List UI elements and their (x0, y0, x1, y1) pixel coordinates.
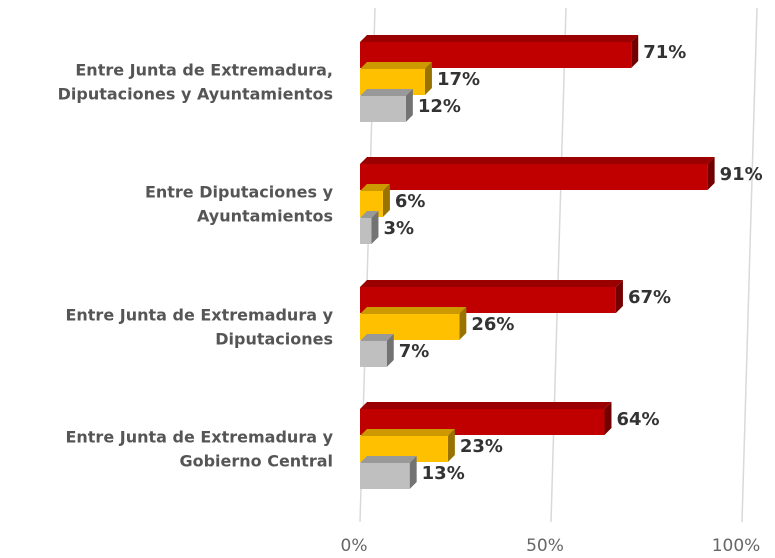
bar (360, 191, 383, 217)
bar-top (360, 157, 715, 164)
data-label: 71% (643, 42, 686, 63)
grid-line (550, 7, 567, 523)
category-label: Entre Junta de Extremadura, (75, 61, 333, 80)
data-label: 64% (616, 409, 659, 430)
category-label: Entre Junta de Extremadura y (65, 306, 333, 325)
bar-top (360, 307, 467, 314)
bar (360, 218, 372, 244)
bar-side (382, 184, 390, 217)
bar-top (360, 429, 455, 436)
bar-top (360, 211, 379, 218)
bar-top (360, 89, 413, 96)
bar (360, 463, 410, 489)
bar-side (424, 62, 432, 95)
bar-side (604, 402, 612, 435)
data-label: 12% (418, 96, 461, 117)
bar-side (447, 429, 455, 462)
bar-top (360, 402, 612, 409)
category-label: Entre Diputaciones y (145, 183, 334, 202)
bar-top (360, 62, 432, 69)
category-label: Diputaciones (215, 330, 333, 349)
x-tick-label: 0% (341, 536, 368, 556)
bar-side (371, 211, 379, 244)
bar-side (615, 280, 623, 313)
data-label: 23% (460, 436, 503, 457)
data-label: 3% (383, 218, 414, 239)
data-label: 67% (628, 287, 671, 308)
bar-top (360, 334, 394, 341)
bar-side (707, 157, 715, 190)
data-label: 6% (395, 191, 426, 212)
bar (360, 96, 406, 122)
x-tick-label: 50% (526, 536, 564, 556)
data-label: 13% (422, 463, 465, 484)
bar-side (631, 35, 639, 68)
category-label: Entre Junta de Extremadura y (65, 428, 333, 447)
bar (360, 164, 708, 190)
data-label: 17% (437, 69, 480, 90)
bar-side (409, 456, 417, 489)
bar-side (386, 334, 394, 367)
bar-top (360, 35, 639, 42)
bar (360, 341, 387, 367)
bar-top (360, 456, 417, 463)
bar-top (360, 184, 390, 191)
grid-line (741, 7, 758, 523)
data-label: 7% (399, 341, 430, 362)
bar-side (405, 89, 413, 122)
category-label: Diputaciones y Ayuntamientos (58, 85, 333, 104)
data-label: 26% (471, 314, 514, 335)
category-label: Ayuntamientos (197, 207, 333, 226)
x-tick-label: 100% (712, 536, 761, 556)
data-label: 91% (720, 164, 763, 185)
bar-side (459, 307, 467, 340)
bar-top (360, 280, 623, 287)
category-label: Gobierno Central (179, 452, 333, 471)
